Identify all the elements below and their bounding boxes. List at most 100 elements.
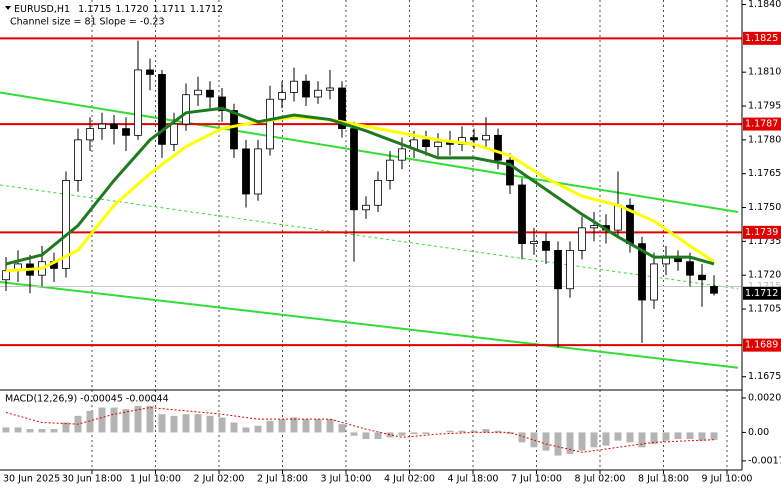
candle-body <box>578 227 586 251</box>
y-tick-label: 1.1720 <box>748 270 781 281</box>
macd-bar <box>218 417 226 433</box>
candle-body <box>530 240 538 245</box>
x-tick-label: 3 Jul 10:00 <box>321 474 372 485</box>
macd-bar <box>206 415 214 433</box>
candle-body <box>194 89 202 96</box>
candle-body <box>122 128 130 136</box>
candle-body <box>590 225 598 229</box>
macd-bar <box>254 425 262 433</box>
moving-average <box>5 106 715 266</box>
candle-body <box>206 89 214 98</box>
macd-bar <box>290 417 298 433</box>
macd-label: MACD(12,26,9) -0.00045 -0.00044 <box>5 394 169 405</box>
x-tick-label: 9 Jul 10:00 <box>702 474 753 485</box>
macd-y-tick-label: -0.00172 <box>748 455 781 466</box>
x-tick-label: 4 Jul 02:00 <box>384 474 435 485</box>
macd-bar <box>698 432 706 441</box>
candle-body <box>2 270 10 281</box>
macd-bar <box>578 432 586 451</box>
macd-bar <box>410 432 418 435</box>
menu-icon[interactable] <box>5 6 11 10</box>
header-low: 1.1711 <box>153 4 186 15</box>
macd-bar <box>386 432 394 438</box>
macd-bar <box>362 432 370 440</box>
header-open: 1.1715 <box>78 4 111 15</box>
header-high: 1.1720 <box>115 4 148 15</box>
candle-body <box>326 87 334 91</box>
macd-y-tick-label: 0.00 <box>748 427 769 438</box>
price-tag-label: 1.1712 <box>745 288 778 299</box>
candle-body <box>98 123 106 129</box>
macd-bar <box>710 432 718 440</box>
candle-body <box>554 249 562 290</box>
x-tick-label: 2 Jul 02:00 <box>194 474 245 485</box>
candle-body <box>74 139 82 181</box>
level-label: 1.1689 <box>745 340 778 351</box>
macd-bar <box>530 432 538 448</box>
candle-body <box>338 87 346 129</box>
macd-bar <box>494 430 502 433</box>
macd-bar <box>14 427 22 433</box>
candle-body <box>422 139 430 148</box>
level-tag <box>743 31 781 45</box>
macd-bar <box>26 429 34 433</box>
macd-bar <box>350 432 358 436</box>
channel-info: Channel size = 81 Slope = -0.23 <box>10 17 165 28</box>
macd-bar <box>518 432 526 443</box>
price-line-label: 1.1715 <box>748 281 781 292</box>
macd-bar <box>542 432 550 451</box>
macd-bar <box>98 407 106 433</box>
candle-body <box>362 204 370 211</box>
candle-body <box>242 148 250 195</box>
macd-bar <box>614 432 622 441</box>
y-tick-label: 1.1735 <box>748 236 781 247</box>
level-label: 1.1825 <box>745 33 778 44</box>
plot <box>0 37 742 456</box>
macd-bar <box>482 429 490 433</box>
candle-body <box>614 204 622 231</box>
channel-lower <box>0 280 739 369</box>
x-tick-label: 8 Jul 18:00 <box>638 474 689 485</box>
macd-bar <box>134 405 142 433</box>
candle-body <box>146 69 154 75</box>
macd-bar <box>686 432 694 440</box>
y-tick-label: 1.1675 <box>748 371 781 382</box>
macd-bar <box>170 415 178 433</box>
candle-body <box>482 134 490 141</box>
x-tick-label: 7 Jul 10:00 <box>511 474 562 485</box>
macd-bar <box>2 427 10 433</box>
macd-bar <box>122 409 130 433</box>
candle-body <box>302 80 310 98</box>
macd-signal <box>5 407 715 453</box>
macd-y-tick-label: 0.00208 <box>748 392 781 403</box>
candle-body <box>350 128 358 211</box>
macd-bar <box>470 430 478 433</box>
macd-bar <box>50 429 58 433</box>
macd-bar <box>626 432 634 443</box>
x-tick-label: 2 Jul 18:00 <box>257 474 308 485</box>
y-tick-label: 1.1705 <box>748 304 781 315</box>
candle-body <box>158 74 166 145</box>
macd-bar <box>86 410 94 433</box>
candle-body <box>182 94 190 125</box>
y-tick-label: 1.1780 <box>748 134 781 145</box>
x-tick-label: 4 Jul 18:00 <box>448 474 499 485</box>
macd-bar <box>338 424 346 433</box>
symbol: EURUSD,H1 <box>14 4 70 15</box>
y-tick-label: 1.1750 <box>748 202 781 213</box>
macd-bar <box>158 414 166 433</box>
macd-bar <box>314 419 322 433</box>
candle-body <box>290 80 298 93</box>
macd-bar <box>146 405 154 433</box>
level-tag <box>743 117 781 131</box>
candle-body <box>266 98 274 150</box>
candle-body <box>506 159 514 186</box>
y-tick-label: 1.1765 <box>748 168 781 179</box>
candle-body <box>638 243 646 301</box>
macd-bar <box>62 422 70 433</box>
channel-upper <box>0 91 739 214</box>
level-tag <box>743 225 781 239</box>
macd-bar <box>650 432 658 444</box>
